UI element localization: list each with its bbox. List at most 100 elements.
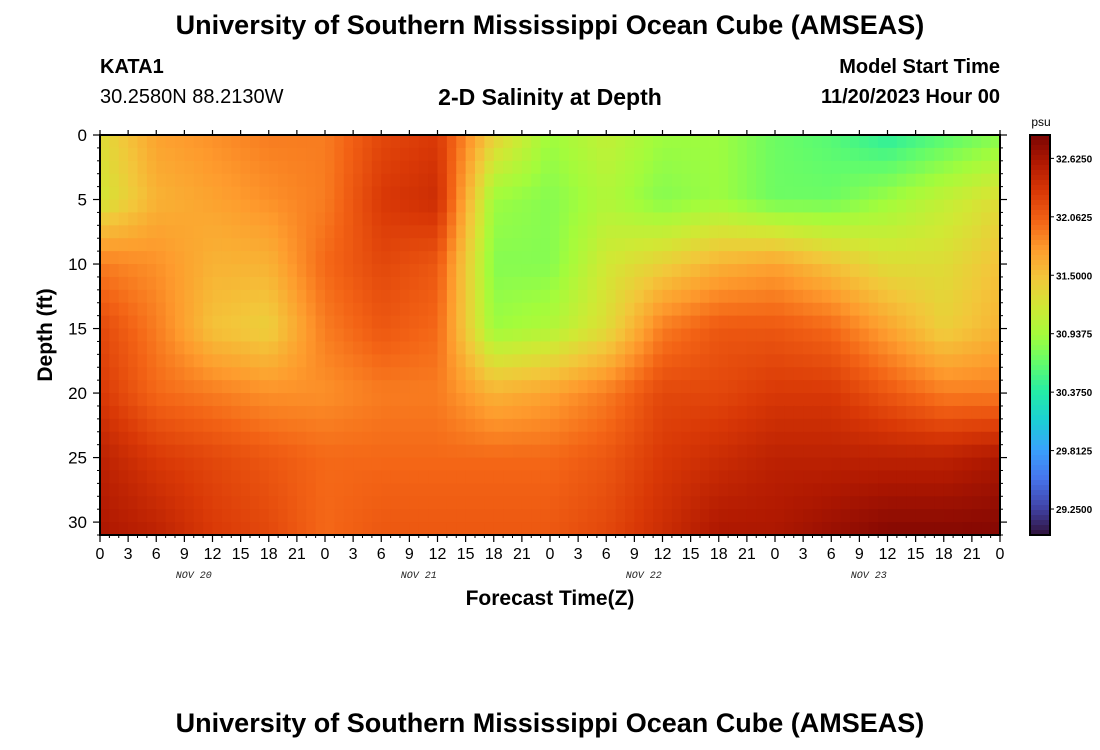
heatmap-cell <box>625 147 635 162</box>
heatmap-cell <box>371 276 382 291</box>
heatmap-cell <box>418 199 429 214</box>
heatmap-cell <box>493 276 504 291</box>
heatmap-cell <box>212 522 223 536</box>
heatmap-cell <box>728 418 739 433</box>
heatmap-cell <box>175 393 185 407</box>
heatmap-cell <box>128 457 139 472</box>
heatmap-cell <box>990 251 1001 265</box>
heatmap-cell <box>118 405 129 420</box>
heatmap-cell <box>971 225 982 239</box>
heatmap-cell <box>709 367 720 381</box>
heatmap-cell <box>315 522 326 536</box>
heatmap-cell <box>193 354 204 368</box>
heatmap-cell <box>371 522 382 536</box>
heatmap-cell <box>737 264 748 278</box>
heatmap-cell <box>793 405 804 420</box>
heatmap-cell <box>371 393 382 407</box>
heatmap-cell <box>728 457 739 472</box>
heatmap-cell <box>109 225 120 239</box>
heatmap-cell <box>259 380 270 394</box>
heatmap-cell <box>934 225 945 239</box>
heatmap-cell <box>690 496 701 510</box>
heatmap-cell <box>306 457 317 472</box>
heatmap-cell <box>840 186 851 201</box>
heatmap-cell <box>850 418 860 433</box>
heatmap-cell <box>250 483 260 497</box>
heatmap-cell <box>156 276 167 291</box>
heatmap-cell <box>409 225 420 239</box>
heatmap-cell <box>962 509 973 523</box>
heatmap-cell <box>868 147 879 162</box>
heatmap-cell <box>775 251 785 265</box>
heatmap-cell <box>203 354 214 368</box>
heatmap-cell <box>484 457 495 472</box>
colorbar-tick-label: 29.2500 <box>1056 505 1093 516</box>
heatmap-cell <box>765 199 776 214</box>
heatmap-cell <box>475 225 485 239</box>
heatmap-cell <box>428 225 439 239</box>
heatmap-cell <box>746 509 757 523</box>
heatmap-cell <box>531 328 542 343</box>
heatmap-cell <box>371 483 382 497</box>
heatmap-cell <box>521 186 532 201</box>
heatmap-cell <box>212 238 223 252</box>
heatmap-cell <box>578 341 589 355</box>
heatmap-cell <box>568 393 579 407</box>
heatmap-cell <box>850 289 860 304</box>
heatmap-cell <box>428 328 439 343</box>
heatmap-cell <box>625 380 635 394</box>
heatmap-cell <box>962 251 973 265</box>
heatmap-cell <box>296 470 307 484</box>
heatmap-cell <box>193 276 204 291</box>
colorbar-segment <box>1030 160 1050 166</box>
heatmap-cell <box>896 160 907 175</box>
heatmap-cell <box>775 160 785 175</box>
heatmap-cell <box>943 405 954 420</box>
colorbar-segment <box>1030 270 1050 276</box>
heatmap-cell <box>540 238 551 252</box>
heatmap-cell <box>343 405 354 420</box>
heatmap-cell <box>390 225 401 239</box>
heatmap-cell <box>325 302 335 317</box>
heatmap-cell <box>568 354 579 368</box>
heatmap-cell <box>868 328 879 343</box>
heatmap-cell <box>400 418 410 433</box>
heatmap-cell <box>278 238 289 252</box>
heatmap-cell <box>240 173 251 188</box>
heatmap-cell <box>259 470 270 484</box>
heatmap-cell <box>484 418 495 433</box>
heatmap-cell <box>915 147 926 162</box>
heatmap-cell <box>240 199 251 214</box>
heatmap-cell <box>550 470 560 484</box>
heatmap-cell <box>203 405 214 420</box>
heatmap-cell <box>362 509 373 523</box>
heatmap-cell <box>437 418 448 433</box>
heatmap-cell <box>503 496 514 510</box>
heatmap-cell <box>840 431 851 446</box>
heatmap-cell <box>671 328 682 343</box>
heatmap-cell <box>840 483 851 497</box>
heatmap-cell <box>306 354 317 368</box>
heatmap-cell <box>896 212 907 226</box>
heatmap-cell <box>390 315 401 330</box>
heatmap-cell <box>100 225 110 239</box>
heatmap-cell <box>943 186 954 201</box>
heatmap-cell <box>634 418 645 433</box>
heatmap-cell <box>418 354 429 368</box>
heatmap-cell <box>971 173 982 188</box>
heatmap-cell <box>118 302 129 317</box>
heatmap-cell <box>315 431 326 446</box>
heatmap-cell <box>156 173 167 188</box>
heatmap-cell <box>390 444 401 459</box>
heatmap-cell <box>756 496 767 510</box>
heatmap-cell <box>381 470 392 484</box>
heatmap-cell <box>193 173 204 188</box>
heatmap-cell <box>278 160 289 175</box>
heatmap-cell <box>353 470 364 484</box>
heatmap-cell <box>606 289 617 304</box>
heatmap-cell <box>709 186 720 201</box>
heatmap-cell <box>709 509 720 523</box>
heatmap-cell <box>671 302 682 317</box>
heatmap-cell <box>475 393 485 407</box>
heatmap-cell <box>287 496 298 510</box>
